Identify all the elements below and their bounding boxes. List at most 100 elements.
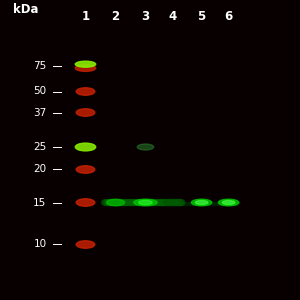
Ellipse shape	[152, 200, 159, 206]
Ellipse shape	[76, 166, 95, 173]
Ellipse shape	[213, 202, 218, 206]
Ellipse shape	[119, 202, 125, 206]
Ellipse shape	[168, 202, 173, 206]
Ellipse shape	[123, 200, 130, 206]
Ellipse shape	[166, 200, 174, 206]
Ellipse shape	[154, 200, 161, 206]
Ellipse shape	[120, 202, 126, 206]
Ellipse shape	[164, 202, 169, 206]
Ellipse shape	[133, 202, 138, 206]
Ellipse shape	[143, 200, 150, 206]
Ellipse shape	[178, 200, 185, 206]
Ellipse shape	[206, 202, 211, 206]
Ellipse shape	[76, 199, 95, 206]
Ellipse shape	[151, 200, 158, 206]
Text: 6: 6	[224, 10, 233, 23]
Ellipse shape	[128, 200, 135, 206]
Ellipse shape	[160, 200, 168, 206]
Ellipse shape	[147, 200, 154, 206]
Ellipse shape	[116, 200, 123, 206]
Ellipse shape	[159, 202, 165, 206]
Ellipse shape	[139, 200, 152, 205]
Ellipse shape	[201, 202, 207, 206]
Ellipse shape	[195, 202, 200, 206]
Ellipse shape	[172, 200, 179, 206]
Ellipse shape	[140, 202, 146, 206]
Ellipse shape	[195, 200, 208, 205]
Ellipse shape	[149, 200, 156, 206]
Ellipse shape	[103, 200, 111, 206]
Ellipse shape	[131, 200, 139, 206]
Ellipse shape	[124, 202, 130, 206]
Ellipse shape	[174, 200, 182, 206]
Ellipse shape	[116, 202, 122, 206]
Ellipse shape	[129, 200, 137, 206]
Ellipse shape	[75, 61, 96, 67]
Ellipse shape	[177, 202, 182, 206]
Ellipse shape	[139, 200, 146, 206]
Ellipse shape	[118, 202, 124, 206]
Ellipse shape	[179, 202, 184, 206]
Ellipse shape	[142, 200, 149, 206]
Ellipse shape	[172, 202, 177, 206]
Ellipse shape	[135, 202, 140, 206]
Text: 37: 37	[33, 107, 46, 118]
Ellipse shape	[171, 202, 176, 206]
Ellipse shape	[119, 200, 126, 206]
Ellipse shape	[232, 202, 237, 206]
Ellipse shape	[218, 202, 224, 206]
Ellipse shape	[145, 200, 152, 206]
Ellipse shape	[169, 202, 174, 206]
Ellipse shape	[187, 202, 192, 206]
Ellipse shape	[198, 202, 203, 206]
Ellipse shape	[226, 202, 232, 206]
Ellipse shape	[105, 200, 112, 206]
Ellipse shape	[139, 202, 145, 206]
Ellipse shape	[222, 202, 228, 206]
Ellipse shape	[212, 202, 217, 206]
Ellipse shape	[196, 202, 201, 206]
Ellipse shape	[221, 202, 226, 206]
Ellipse shape	[124, 200, 131, 206]
Ellipse shape	[188, 202, 193, 206]
Ellipse shape	[151, 202, 156, 206]
Ellipse shape	[165, 200, 173, 206]
Ellipse shape	[185, 202, 191, 206]
Ellipse shape	[110, 202, 115, 206]
Ellipse shape	[120, 200, 127, 206]
Ellipse shape	[129, 202, 134, 206]
Text: 1: 1	[81, 10, 90, 23]
Ellipse shape	[138, 200, 146, 206]
Ellipse shape	[137, 202, 142, 206]
Ellipse shape	[110, 200, 118, 206]
Ellipse shape	[159, 200, 167, 206]
Ellipse shape	[234, 202, 239, 206]
Ellipse shape	[194, 202, 199, 206]
Ellipse shape	[132, 200, 140, 206]
Ellipse shape	[203, 202, 209, 206]
Ellipse shape	[157, 202, 163, 206]
Ellipse shape	[190, 202, 195, 206]
Ellipse shape	[147, 202, 152, 206]
Ellipse shape	[222, 200, 235, 205]
Ellipse shape	[175, 202, 180, 206]
Text: 20: 20	[33, 164, 46, 175]
Ellipse shape	[233, 202, 238, 206]
Ellipse shape	[107, 200, 115, 206]
Ellipse shape	[173, 202, 178, 206]
Ellipse shape	[106, 200, 114, 206]
Ellipse shape	[168, 200, 176, 206]
Ellipse shape	[122, 202, 127, 206]
Ellipse shape	[208, 202, 213, 206]
Ellipse shape	[113, 202, 118, 206]
Ellipse shape	[150, 202, 155, 206]
Ellipse shape	[156, 200, 164, 206]
Text: 5: 5	[197, 10, 206, 23]
Ellipse shape	[162, 202, 168, 206]
Ellipse shape	[133, 200, 141, 206]
Ellipse shape	[193, 202, 198, 206]
Ellipse shape	[176, 200, 183, 206]
Ellipse shape	[106, 199, 124, 206]
Ellipse shape	[173, 200, 180, 206]
Ellipse shape	[148, 202, 153, 206]
